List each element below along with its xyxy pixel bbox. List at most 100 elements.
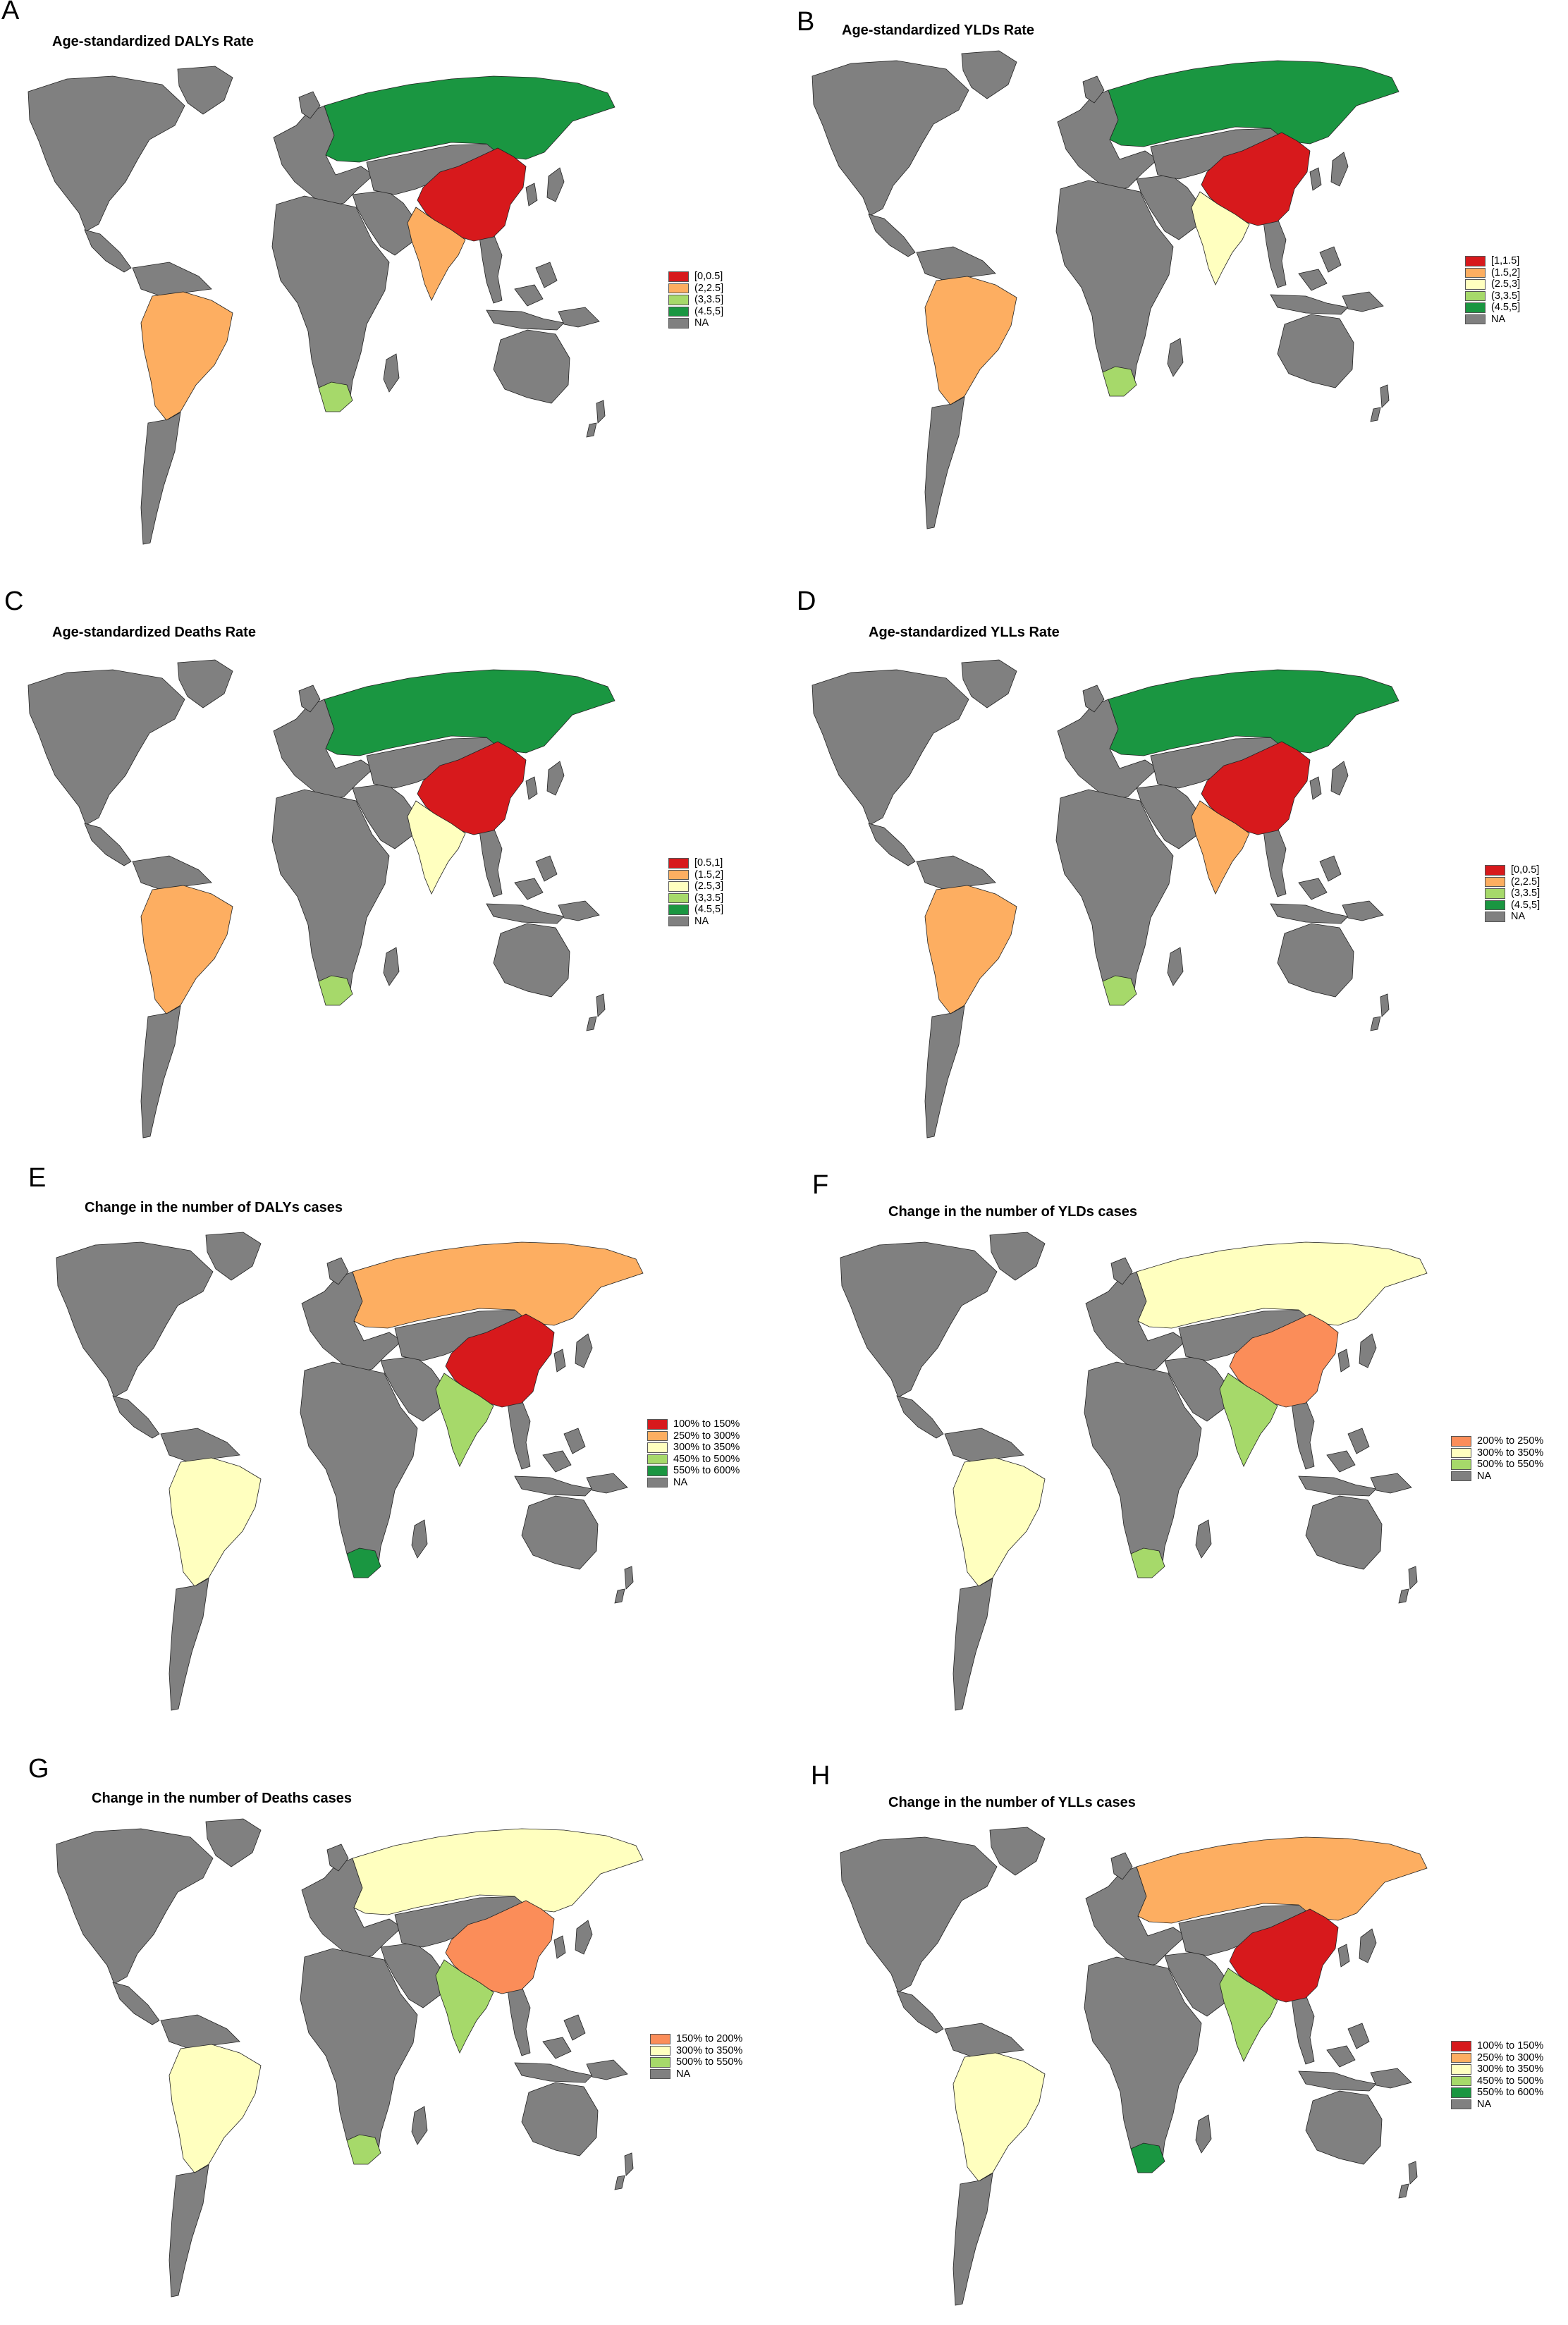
south-africa-region — [318, 975, 353, 1006]
legend-label: 450% to 500% — [673, 1453, 740, 1465]
legend-item: 300% to 350% — [1451, 2063, 1543, 2075]
legend-swatch — [647, 1419, 668, 1430]
legend-item: (4.5,5] — [1485, 900, 1540, 912]
world-map — [27, 66, 615, 545]
panel-title: Age-standardized DALYs Rate — [52, 34, 254, 49]
legend-item: (4.5,5] — [668, 904, 723, 916]
panel-letter: A — [1, 0, 20, 25]
legend-item: NA — [1465, 314, 1520, 326]
panel-a: A Age-standardized DALYs Rate [0,0.5] (2,… — [0, 0, 784, 565]
legend-swatch — [668, 904, 689, 915]
panel-letter: H — [811, 1761, 831, 1791]
legend-label: [1,1.5] — [1491, 255, 1520, 267]
legend-label: [0.5,1] — [694, 857, 723, 869]
world-map — [56, 1818, 644, 2298]
panel-title: Age-standardized Deaths Rate — [52, 625, 256, 640]
panel-g: G Change in the number of Deaths cases 1… — [0, 1696, 784, 2298]
legend-label: (2.5,3] — [1491, 278, 1521, 290]
panel-title: Age-standardized YLLs Rate — [869, 625, 1060, 640]
legend-swatch — [1485, 912, 1505, 922]
legend-label: (4.5,5] — [1511, 899, 1541, 911]
legend-item: [1,1.5] — [1465, 255, 1520, 267]
legend-swatch — [668, 295, 689, 305]
map-legend: 150% to 200% 300% to 350% 500% to 550% NA — [650, 2033, 742, 2080]
legend-item: (2.5,3] — [668, 881, 723, 892]
legend-item: 300% to 350% — [650, 2045, 742, 2057]
legend-label: (2.5,3] — [694, 881, 724, 892]
legend-label: [0,0.5] — [694, 271, 723, 283]
brazil-region — [140, 885, 233, 1014]
legend-label: 250% to 300% — [673, 1430, 740, 1442]
panel-letter: G — [28, 1754, 49, 1784]
map-legend: [0,0.5] (2,2.5] (3,3.5] (4.5,5] NA — [668, 271, 723, 329]
legend-swatch — [668, 271, 689, 282]
legend-swatch — [1485, 865, 1505, 876]
legend-item: (4.5,5] — [1465, 302, 1520, 314]
legend-item: (1.5,2] — [1465, 267, 1520, 279]
legend-swatch — [668, 858, 689, 869]
legend-label: 100% to 150% — [1477, 2040, 1544, 2052]
legend-swatch — [647, 1442, 668, 1453]
legend-item: 450% to 500% — [647, 1454, 740, 1466]
legend-swatch — [1465, 290, 1486, 301]
panel-title: Age-standardized YLDs Rate — [842, 23, 1035, 38]
south-africa-region — [1130, 2142, 1165, 2173]
legend-label: NA — [694, 317, 709, 329]
panel-title: Change in the number of YLLs cases — [888, 1795, 1136, 1810]
panel-f: F Change in the number of YLDs cases 200… — [784, 1131, 1568, 1711]
legend-label: (4.5,5] — [694, 904, 724, 916]
legend-swatch — [1451, 2099, 1471, 2109]
legend-swatch — [1465, 279, 1486, 290]
legend-swatch — [1451, 2075, 1471, 2086]
legend-swatch — [650, 2057, 670, 2068]
legend-swatch — [1465, 302, 1486, 313]
legend-item: 300% to 350% — [1451, 1447, 1543, 1459]
brazil-region — [953, 1457, 1046, 1587]
legend-item: NA — [647, 1477, 740, 1489]
legend-label: 500% to 550% — [676, 2056, 743, 2068]
legend-swatch — [1451, 1447, 1471, 1458]
legend-item: (1.5,2] — [668, 869, 723, 881]
legend-item: NA — [668, 916, 723, 928]
legend-label: 500% to 550% — [1477, 1459, 1544, 1471]
legend-item: (3,3.5] — [668, 892, 723, 904]
legend-swatch — [668, 283, 689, 293]
legend-item: 550% to 600% — [1451, 2087, 1543, 2099]
legend-item: 200% to 250% — [1451, 1435, 1543, 1447]
legend-swatch — [1465, 256, 1486, 266]
legend-label: NA — [1511, 911, 1526, 923]
legend-swatch — [668, 892, 689, 903]
panel-d: D Age-standardized YLLs Rate [0,0.5] (2,2… — [784, 565, 1568, 1139]
legend-label: 450% to 500% — [1477, 2075, 1544, 2087]
map-legend: 100% to 150% 250% to 300% 300% to 350% 450%… — [647, 1418, 740, 1488]
legend-label: (2,2.5] — [1511, 876, 1541, 888]
legend-swatch — [647, 1477, 668, 1487]
world-map — [840, 1827, 1428, 2306]
legend-label: (1.5,2] — [1491, 266, 1521, 278]
legend-item: (2.5,3] — [1465, 278, 1520, 290]
legend-item: 500% to 550% — [650, 2056, 742, 2068]
legend-label: 550% to 600% — [1477, 2087, 1544, 2099]
legend-swatch — [1451, 2041, 1471, 2051]
legend-swatch — [1465, 314, 1486, 324]
panel-title: Change in the number of YLDs cases — [888, 1204, 1138, 1220]
map-legend: [0,0.5] (2,2.5] (3,3.5] (4.5,5] NA — [1485, 864, 1540, 923]
legend-item: 250% to 300% — [1451, 2052, 1543, 2064]
legend-item: NA — [668, 317, 723, 329]
legend-label: 550% to 600% — [673, 1465, 740, 1477]
legend-item: 500% to 550% — [1451, 1459, 1543, 1471]
legend-swatch — [647, 1466, 668, 1476]
brazil-region — [140, 291, 233, 421]
legend-label: (3,3.5] — [1511, 888, 1541, 900]
legend-swatch — [668, 869, 689, 880]
legend-item: [0,0.5] — [1485, 864, 1540, 876]
legend-label: NA — [694, 915, 709, 927]
legend-item: NA — [1451, 1471, 1543, 1483]
legend-item: 550% to 600% — [647, 1465, 740, 1477]
legend-item: (3,3.5] — [1465, 290, 1520, 302]
legend-item: 450% to 500% — [1451, 2075, 1543, 2087]
legend-label: (3,3.5] — [1491, 290, 1521, 302]
legend-item: (2,2.5] — [1485, 876, 1540, 888]
legend-swatch — [650, 2045, 670, 2056]
legend-swatch — [1465, 267, 1486, 278]
